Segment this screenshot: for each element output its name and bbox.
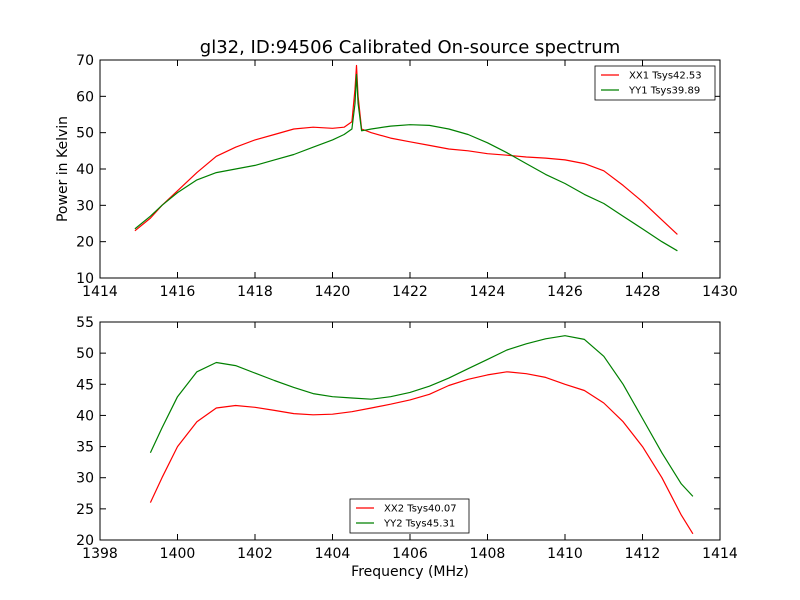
figure-title: gl32, ID:94506 Calibrated On-source spec… <box>200 37 620 58</box>
x-tick-label: 1402 <box>237 546 273 562</box>
y-tick-label: 20 <box>76 533 94 549</box>
y-tick-label: 40 <box>76 162 94 178</box>
y-tick-label: 50 <box>76 126 94 142</box>
x-tick-label: 1400 <box>160 546 196 562</box>
y-tick-label: 10 <box>76 271 94 287</box>
x-axis-label: Frequency (MHz) <box>351 564 469 580</box>
x-tick-label: 1404 <box>315 546 351 562</box>
legend-box <box>594 65 716 101</box>
x-tick-label: 1406 <box>392 546 428 562</box>
x-tick-label: 1412 <box>625 546 661 562</box>
y-tick-label: 50 <box>76 346 94 362</box>
series-line-yy2 <box>149 335 694 497</box>
legend-label: XX1 Tsys42.53 <box>629 71 702 82</box>
y-tick-label: 55 <box>76 315 94 331</box>
y-axis-label: Power in Kelvin <box>55 116 71 222</box>
x-tick-label: 1408 <box>470 546 506 562</box>
y-tick-label: 20 <box>76 235 94 251</box>
legend-label: XX2 Tsys40.07 <box>384 504 457 515</box>
x-tick-label: 1420 <box>315 284 351 300</box>
y-tick-label: 30 <box>76 471 94 487</box>
bottom-subplot: 1398 1400 1402 1404 1406 1408 1410 1412 1414 20 25… <box>76 315 738 562</box>
legend-label: YY2 Tsys45.31 <box>383 519 455 530</box>
x-tick-label: 1428 <box>625 284 661 300</box>
top-subplot: 1414 1416 1418 1420 1422 1424 1426 1428 1430 10 20… <box>76 53 738 300</box>
y-tick-label: 40 <box>76 408 94 424</box>
series-line-xx2 <box>149 371 694 535</box>
legend-label: YY1 Tsys39.89 <box>628 86 700 97</box>
y-tick-label: 60 <box>76 89 94 105</box>
legend: XX2 Tsys40.07 YY2 Tsys45.31 <box>349 498 470 534</box>
x-tick-label: 1424 <box>470 284 506 300</box>
y-tick-label: 30 <box>76 198 94 214</box>
x-tick-label: 1416 <box>160 284 196 300</box>
x-tick-label: 1414 <box>82 284 118 300</box>
legend: XX1 Tsys42.53 YY1 Tsys39.89 <box>594 65 716 101</box>
x-tick-label: 1426 <box>547 284 583 300</box>
legend-box <box>349 498 470 534</box>
y-tick-label: 45 <box>76 377 94 393</box>
y-tick-label: 25 <box>76 502 94 518</box>
series-line-yy1 <box>134 73 678 252</box>
x-tick-label: 1418 <box>237 284 273 300</box>
x-tick-label: 1410 <box>547 546 583 562</box>
x-tick-label: 1422 <box>392 284 428 300</box>
y-tick-label: 70 <box>76 53 94 69</box>
x-tick-label: 1430 <box>702 284 738 300</box>
x-tick-label: 1398 <box>82 546 118 562</box>
y-tick-label: 35 <box>76 440 94 456</box>
x-tick-label: 1414 <box>702 546 738 562</box>
